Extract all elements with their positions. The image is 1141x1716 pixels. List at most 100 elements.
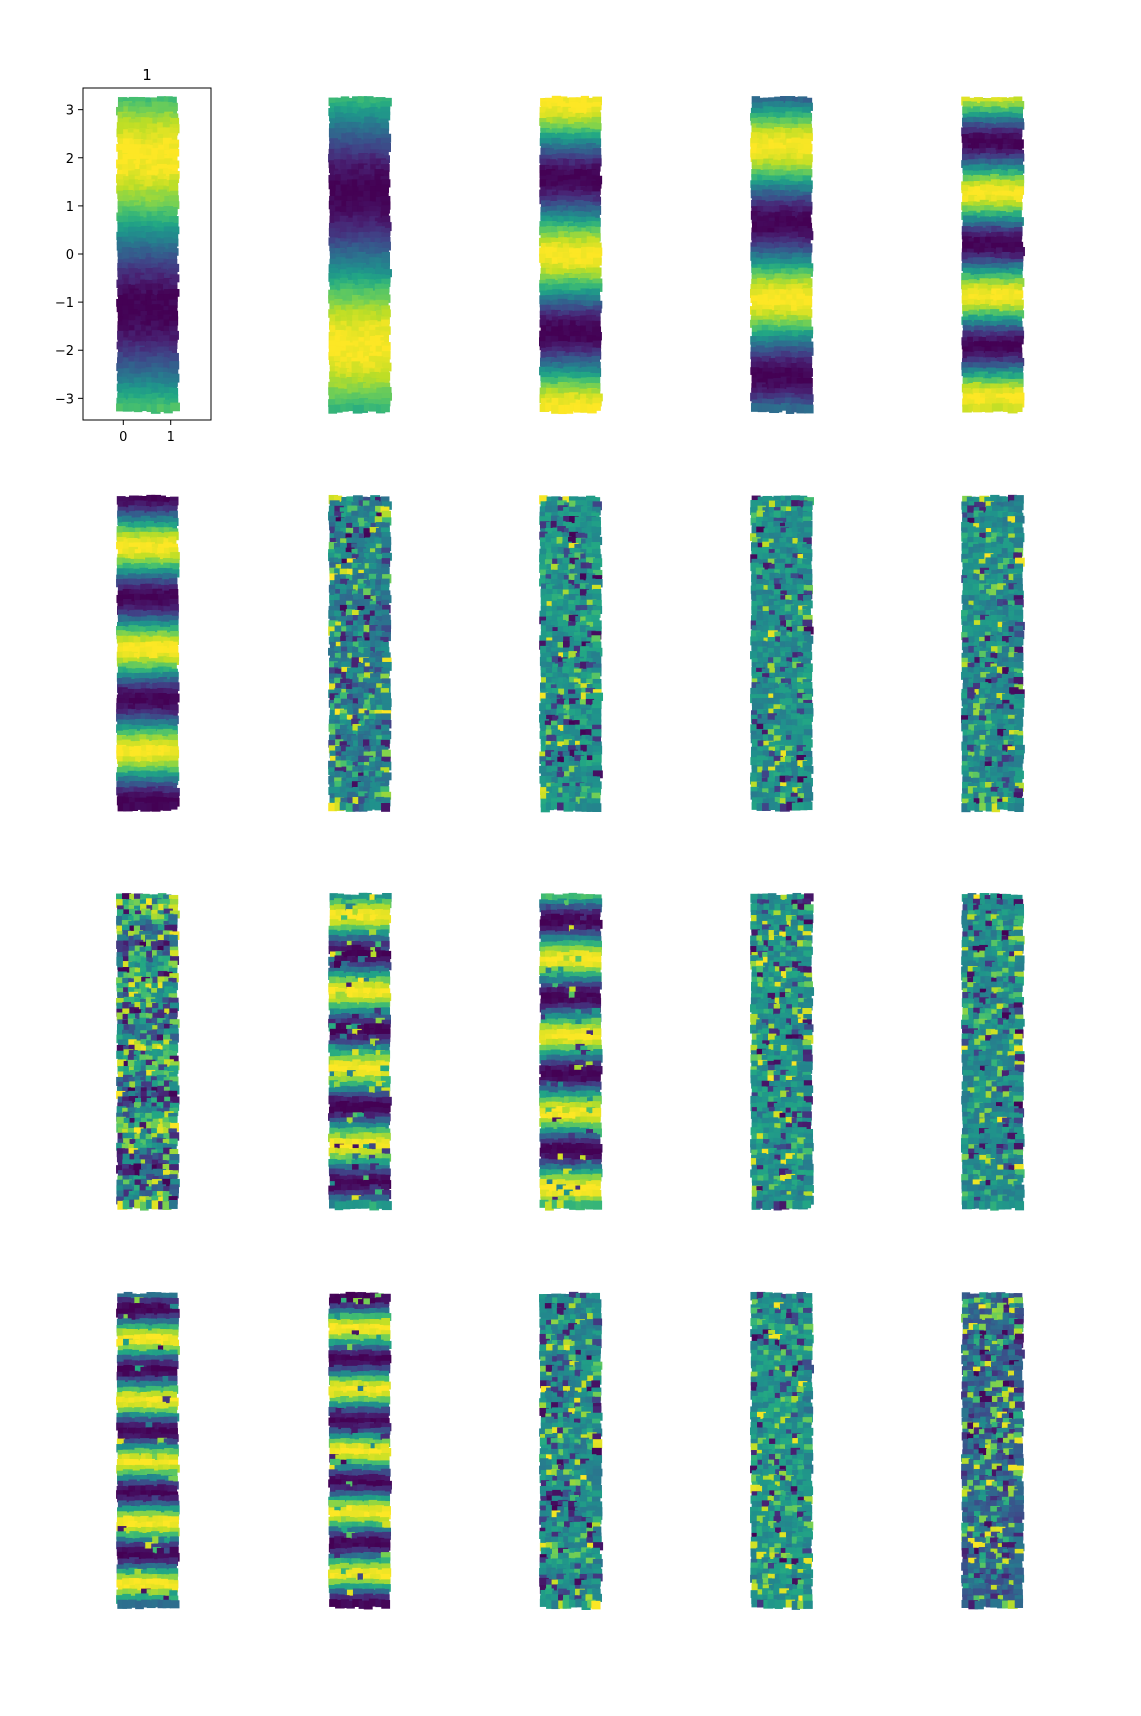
panel-4-point [802, 97, 813, 107]
panel-1-point [168, 368, 179, 378]
panel-5-point [973, 170, 984, 179]
panel-6-point [169, 620, 179, 628]
panel-1-point [162, 116, 171, 126]
panel-4-point [802, 206, 813, 215]
panel-7-point [353, 526, 362, 536]
panel-6-point [163, 523, 173, 532]
panel-4-point [773, 268, 782, 278]
panel-1-point [117, 227, 127, 236]
panel-6-point [158, 777, 168, 786]
panel-4-point [786, 372, 797, 381]
panel-3-point [569, 284, 579, 293]
panel-8-point [573, 645, 583, 655]
panel-2-point [334, 143, 345, 153]
panel-5-point [979, 315, 989, 325]
panel-2-point [363, 361, 373, 370]
panel-2-point [328, 97, 339, 107]
panel-5-point [962, 346, 972, 355]
panel-4-point [756, 147, 766, 157]
panel-3-point [540, 267, 550, 276]
panel-4-point [763, 158, 773, 168]
panel-7-point [362, 558, 373, 568]
panel-7-point [345, 594, 356, 604]
panel-1-point [128, 163, 138, 173]
panel-6-point [157, 704, 166, 713]
panel-3-point [540, 371, 550, 381]
panel-6-point [151, 506, 160, 516]
panel-7-point [329, 793, 339, 802]
panel-3-point [586, 154, 596, 163]
panel-8-point [563, 511, 574, 520]
panel-2-point [375, 299, 385, 308]
panel-1-point [145, 194, 154, 204]
panel-1-point [145, 377, 155, 387]
panel-3-point [551, 241, 561, 252]
panel-8-point [545, 501, 555, 510]
panel-8-point [592, 736, 602, 745]
panel-5-point [990, 278, 1000, 287]
panel-2-point [369, 205, 379, 215]
panel-6-point [151, 578, 162, 586]
panel-5-point [979, 257, 989, 267]
panel-8-point [586, 621, 596, 631]
panel-7-point [341, 646, 350, 656]
panel-5-point [962, 174, 972, 183]
panel-2-point [381, 345, 391, 354]
panel-7-point [381, 661, 392, 671]
panel-4-point [792, 330, 803, 340]
panel-3-point [585, 216, 596, 226]
panel-8-point [540, 605, 551, 614]
panel-6-point [122, 746, 132, 755]
panel-1-point [127, 127, 137, 136]
panel-8-point [580, 744, 591, 754]
panel-5-point [995, 403, 1005, 412]
panel-6-point [140, 713, 150, 722]
panel-3-point [563, 97, 573, 107]
panel-8-point [558, 677, 567, 686]
panel-2-point [335, 112, 344, 121]
panel-5-point [985, 216, 995, 226]
panel-8-point [580, 605, 590, 613]
panel-1-point [129, 206, 138, 214]
panel-8-point [562, 744, 572, 755]
panel-4-point [786, 147, 796, 156]
panel-3-point [591, 106, 601, 116]
panel-2-point [352, 251, 362, 260]
panel-7-point [363, 780, 373, 789]
panel-2-point [363, 190, 372, 200]
panel-5-point [972, 346, 982, 355]
panel-2-point [380, 122, 390, 131]
panel-1-point [169, 293, 178, 302]
panel-4-point [798, 341, 808, 351]
panel-6-point [128, 616, 138, 625]
panel-2-point [328, 351, 338, 360]
panel-6-point [134, 626, 144, 636]
panel-7 [328, 494, 392, 812]
panel-1-point [122, 153, 132, 163]
panel-4-point [779, 284, 789, 293]
panel-4-point [785, 201, 795, 210]
panel-5-point [1013, 106, 1024, 116]
panel-8-point [591, 527, 602, 536]
panel-7-point [347, 652, 356, 661]
panel-3-point [546, 289, 557, 299]
panel-7-point [358, 610, 367, 620]
panel-7-point [352, 538, 361, 547]
panel-5-point [1013, 320, 1023, 330]
panel-6-point [123, 598, 132, 608]
panel-1-point [117, 337, 127, 346]
panel-3-point [591, 295, 601, 305]
panel-1-point [145, 179, 155, 188]
panel-1-point [151, 195, 161, 205]
panel-5-point [1002, 319, 1012, 328]
panel-2-point [335, 341, 344, 351]
panel-7-point [334, 511, 344, 520]
panel-9-point [798, 574, 808, 583]
panel-8-point [540, 682, 549, 691]
panel-4-point [803, 378, 813, 388]
panel-3-point [539, 404, 550, 412]
panel-5-point [962, 300, 972, 308]
panel-3-point [551, 387, 560, 396]
panel-8-point [562, 579, 572, 588]
panel-6-point [146, 553, 156, 562]
